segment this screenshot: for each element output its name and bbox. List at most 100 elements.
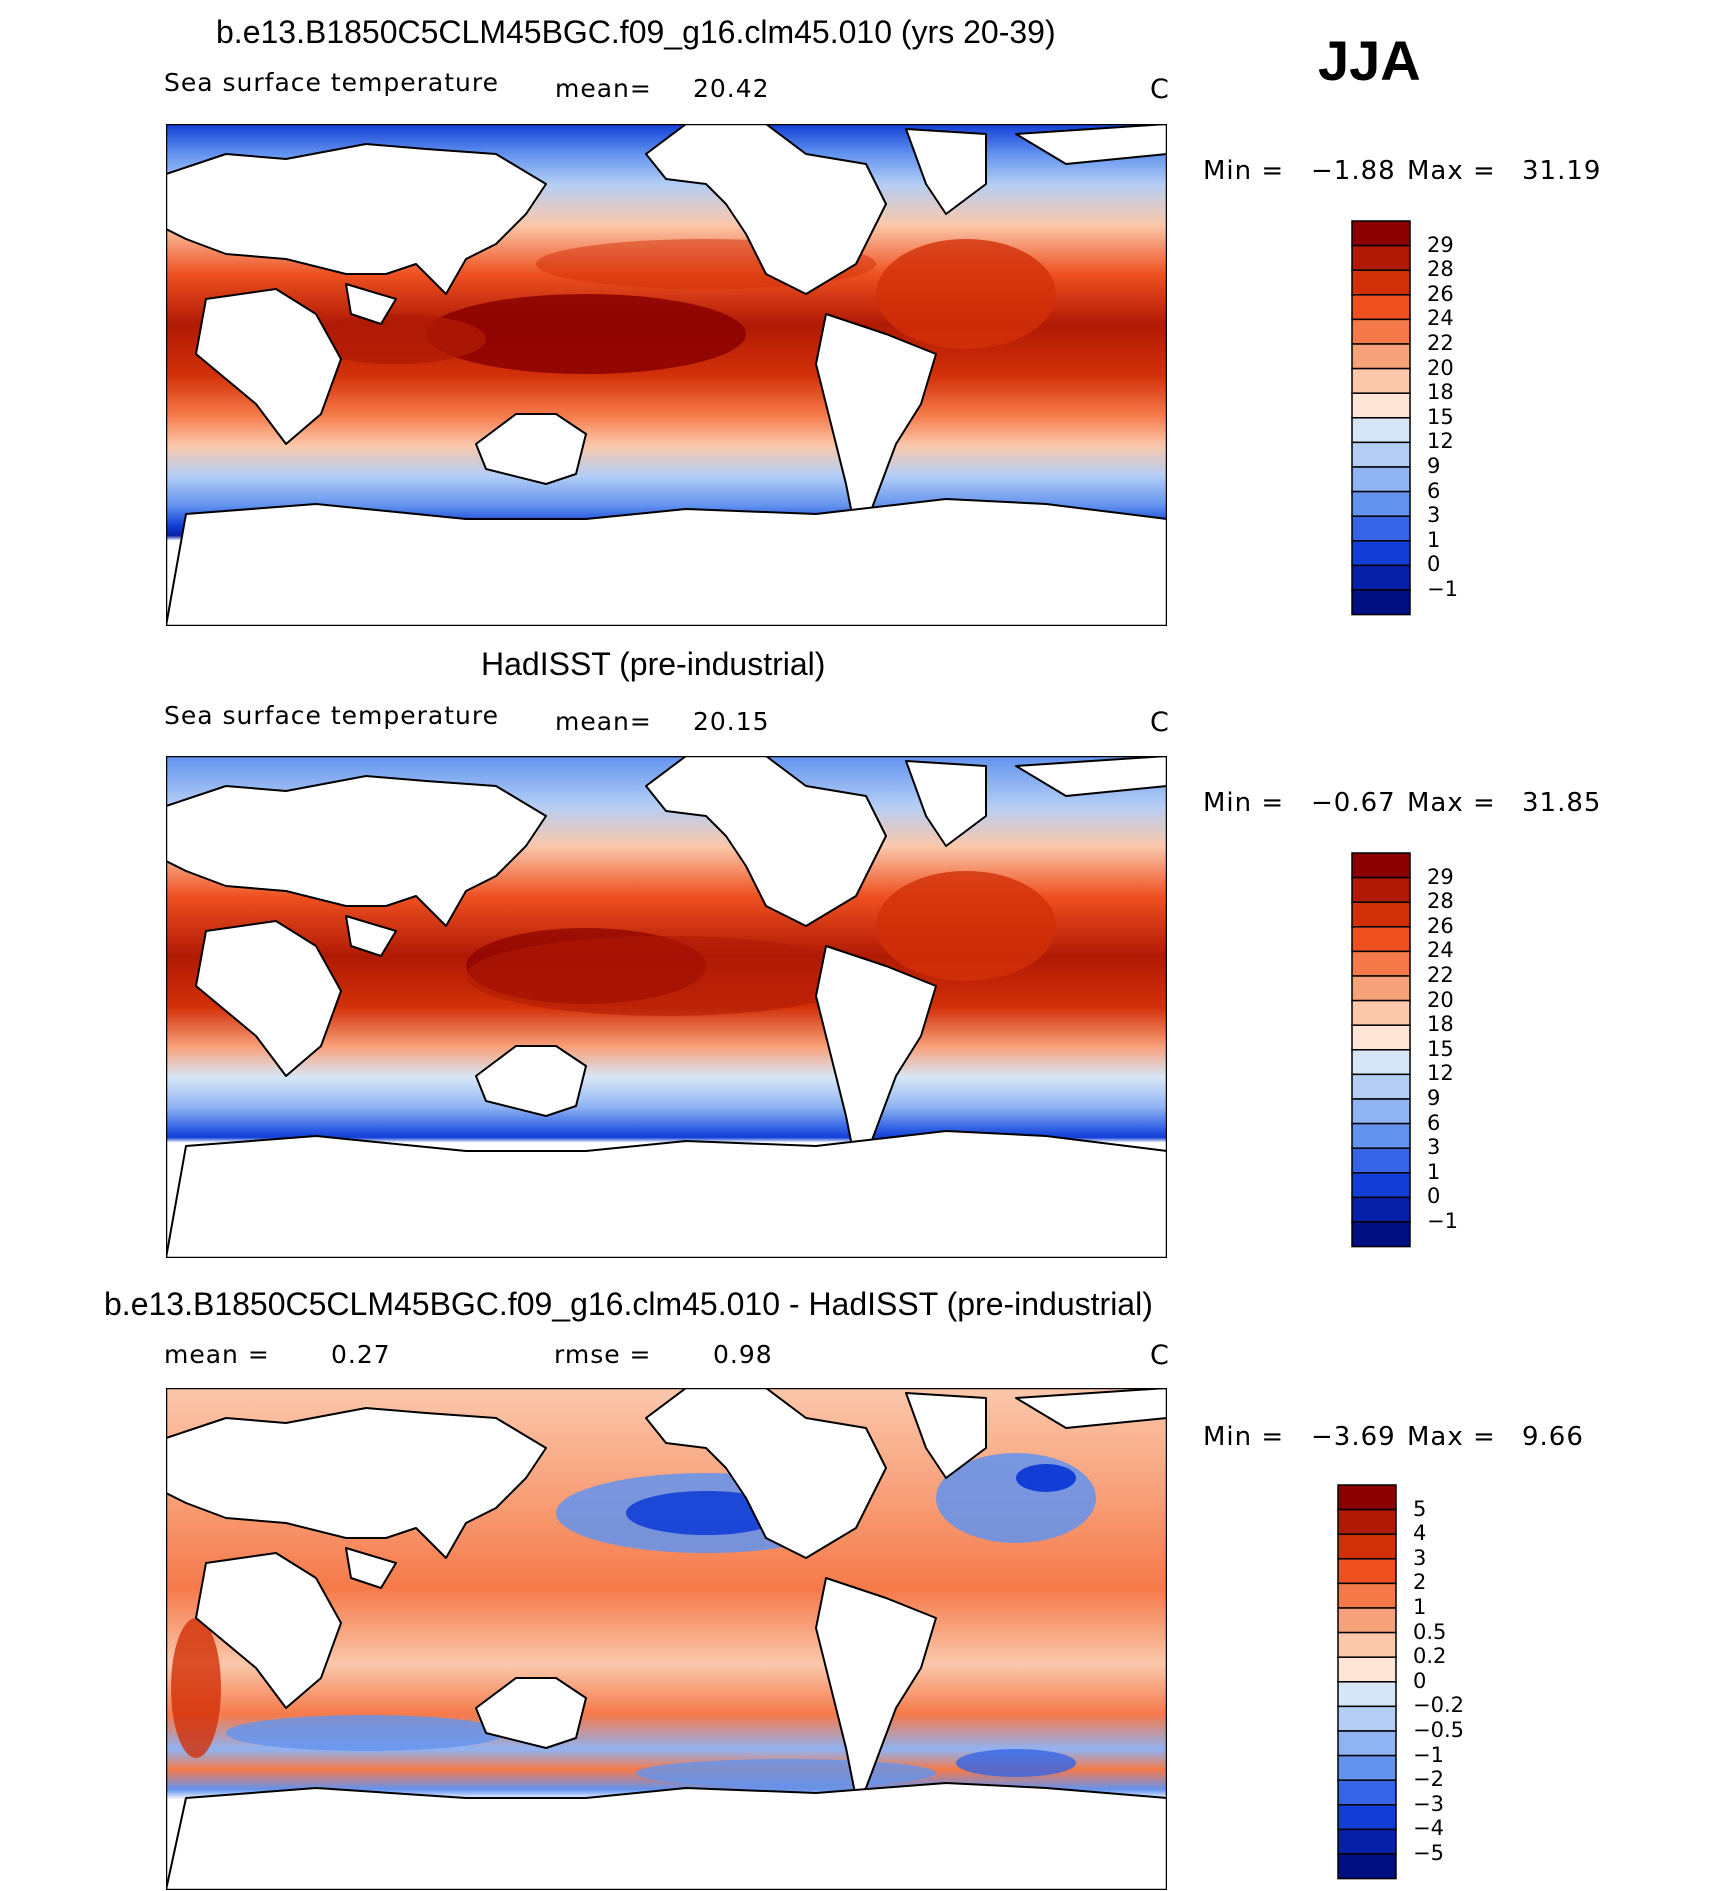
colorbar-swatch bbox=[1337, 1730, 1397, 1757]
colorbar-swatch bbox=[1337, 1853, 1397, 1880]
colorbar-tick-label: 3 bbox=[1413, 1545, 1427, 1570]
colorbar-tick-label: 4 bbox=[1413, 1521, 1427, 1546]
panel-diff-min-label: Min = bbox=[1203, 1422, 1285, 1452]
colorbar-swatch bbox=[1337, 1631, 1397, 1658]
colorbar-swatch bbox=[1351, 515, 1411, 542]
colorbar-tick-label: 0.2 bbox=[1413, 1644, 1447, 1669]
colorbar-tick-label: 0 bbox=[1427, 552, 1441, 577]
colorbar-tick-label: 5 bbox=[1413, 1496, 1427, 1521]
colorbar-swatch bbox=[1337, 1533, 1397, 1560]
colorbar-tick-label: 1 bbox=[1427, 1159, 1441, 1184]
colorbar-tick-label: 1 bbox=[1427, 527, 1441, 552]
colorbar-swatch bbox=[1351, 564, 1411, 591]
colorbar-swatch bbox=[1351, 318, 1411, 345]
colorbar-swatch bbox=[1351, 1049, 1411, 1076]
colorbar-tick-label: −1 bbox=[1413, 1742, 1444, 1767]
colorbar-swatch bbox=[1351, 876, 1411, 903]
colorbar-tick-label: 6 bbox=[1427, 1110, 1441, 1135]
colorbar-tick-label: −5 bbox=[1413, 1841, 1444, 1865]
colorbar-swatch bbox=[1351, 901, 1411, 928]
colorbar-tick-label: 28 bbox=[1427, 889, 1454, 914]
colorbar-swatch bbox=[1351, 1073, 1411, 1100]
panel-obs-title: HadISST (pre-industrial) bbox=[481, 646, 826, 682]
panel-obs-map bbox=[166, 756, 1167, 1258]
colorbar-tick-label: 0 bbox=[1413, 1668, 1427, 1693]
panel-model-min-label: Min = bbox=[1203, 156, 1285, 186]
panel-model-min-value: −1.88 bbox=[1311, 156, 1396, 186]
colorbar-swatch bbox=[1337, 1607, 1397, 1634]
colorbar-swatch bbox=[1337, 1484, 1397, 1511]
colorbar-swatch bbox=[1337, 1558, 1397, 1585]
panel-diff-max-label: Max = bbox=[1407, 1422, 1496, 1452]
panel-diff-units: C bbox=[1150, 1340, 1169, 1371]
colorbar-tick-label: 15 bbox=[1427, 404, 1454, 429]
colorbar-swatch bbox=[1351, 589, 1411, 616]
colorbar-swatch bbox=[1351, 999, 1411, 1026]
colorbar-tick-label: −4 bbox=[1413, 1816, 1444, 1841]
panel-model-mean-label: mean= bbox=[555, 74, 652, 103]
colorbar-tick-label: −1 bbox=[1427, 1209, 1458, 1233]
panel-obs-units: C bbox=[1150, 707, 1169, 738]
panel-obs-mean-label: mean= bbox=[555, 707, 652, 736]
colorbar-swatch bbox=[1337, 1804, 1397, 1831]
colorbar-swatch bbox=[1351, 244, 1411, 271]
panel-diff-min-value: −3.69 bbox=[1311, 1422, 1396, 1452]
colorbar-tick-label: −1 bbox=[1427, 577, 1458, 601]
panel-diff-map bbox=[166, 1388, 1167, 1890]
panel-model-mean-value: 20.42 bbox=[693, 74, 770, 103]
colorbar-swatch bbox=[1351, 1024, 1411, 1051]
colorbar-swatch bbox=[1351, 852, 1411, 879]
colorbar-tick-label: 6 bbox=[1427, 478, 1441, 503]
colorbar-swatch bbox=[1351, 1196, 1411, 1223]
colorbar-tick-label: 1 bbox=[1413, 1595, 1427, 1619]
panel-obs-max-label: Max = bbox=[1407, 788, 1496, 818]
colorbar-tick-label: −0.2 bbox=[1413, 1693, 1464, 1718]
panel-diff-rmse-value: 0.98 bbox=[713, 1340, 773, 1369]
colorbar-tick-label: 18 bbox=[1427, 1012, 1454, 1037]
colorbar-swatch bbox=[1337, 1779, 1397, 1806]
season-label: JJA bbox=[1318, 29, 1421, 92]
colorbar-swatch bbox=[1351, 490, 1411, 517]
colorbar-tick-label: 0 bbox=[1427, 1184, 1441, 1209]
colorbar-tick-label: 26 bbox=[1427, 913, 1454, 938]
colorbar-tick-label: −0.5 bbox=[1413, 1718, 1464, 1742]
colorbar-tick-label: 12 bbox=[1427, 1061, 1454, 1086]
panel-model-title: b.e13.B1850C5CLM45BGC.f09_g16.clm45.010 … bbox=[216, 14, 1056, 50]
colorbar-swatch bbox=[1337, 1754, 1397, 1781]
colorbar-swatch bbox=[1351, 269, 1411, 296]
panel-model-units: C bbox=[1150, 74, 1169, 105]
colorbar-tick-label: 29 bbox=[1427, 232, 1454, 257]
colorbar-swatch bbox=[1351, 1122, 1411, 1149]
colorbar-swatch bbox=[1351, 417, 1411, 444]
colorbar-tick-label: 9 bbox=[1427, 1086, 1441, 1110]
colorbar-swatch bbox=[1351, 343, 1411, 370]
colorbar-swatch bbox=[1351, 950, 1411, 977]
panel-obs-min-label: Min = bbox=[1203, 788, 1285, 818]
colorbar-swatch bbox=[1337, 1582, 1397, 1609]
colorbar-tick-label: 20 bbox=[1427, 987, 1454, 1012]
panel-diff-max-value: 9.66 bbox=[1522, 1422, 1584, 1452]
panel-obs-min-value: −0.67 bbox=[1311, 788, 1396, 818]
colorbar-tick-label: 2 bbox=[1413, 1570, 1427, 1595]
colorbar-tick-label: 3 bbox=[1427, 503, 1441, 528]
colorbar-swatch bbox=[1337, 1828, 1397, 1855]
colorbar-tick-label: 20 bbox=[1427, 355, 1454, 380]
colorbar-tick-label: 0.5 bbox=[1413, 1619, 1447, 1644]
panel-diff-title: b.e13.B1850C5CLM45BGC.f09_g16.clm45.010 … bbox=[104, 1286, 1153, 1322]
colorbar-tick-label: 12 bbox=[1427, 429, 1454, 454]
colorbar-tick-label: 26 bbox=[1427, 281, 1454, 306]
colorbar-swatch bbox=[1351, 294, 1411, 321]
panel-diff-mean-label: mean = bbox=[164, 1340, 270, 1369]
colorbar-tick-label: 18 bbox=[1427, 380, 1454, 405]
colorbar-swatch bbox=[1351, 392, 1411, 419]
panel-diff-mean-value: 0.27 bbox=[331, 1340, 391, 1369]
colorbar-swatch bbox=[1351, 1172, 1411, 1199]
panel-obs-max-value: 31.85 bbox=[1522, 788, 1602, 818]
colorbar-swatch bbox=[1337, 1508, 1397, 1535]
colorbar-swatch bbox=[1351, 1221, 1411, 1248]
colorbar-tick-label: 3 bbox=[1427, 1135, 1441, 1160]
colorbar-tick-label: 24 bbox=[1427, 938, 1454, 963]
colorbar-tick-label: 24 bbox=[1427, 306, 1454, 331]
panel-diff-rmse-label: rmse = bbox=[554, 1340, 652, 1369]
colorbar-swatch bbox=[1351, 540, 1411, 567]
